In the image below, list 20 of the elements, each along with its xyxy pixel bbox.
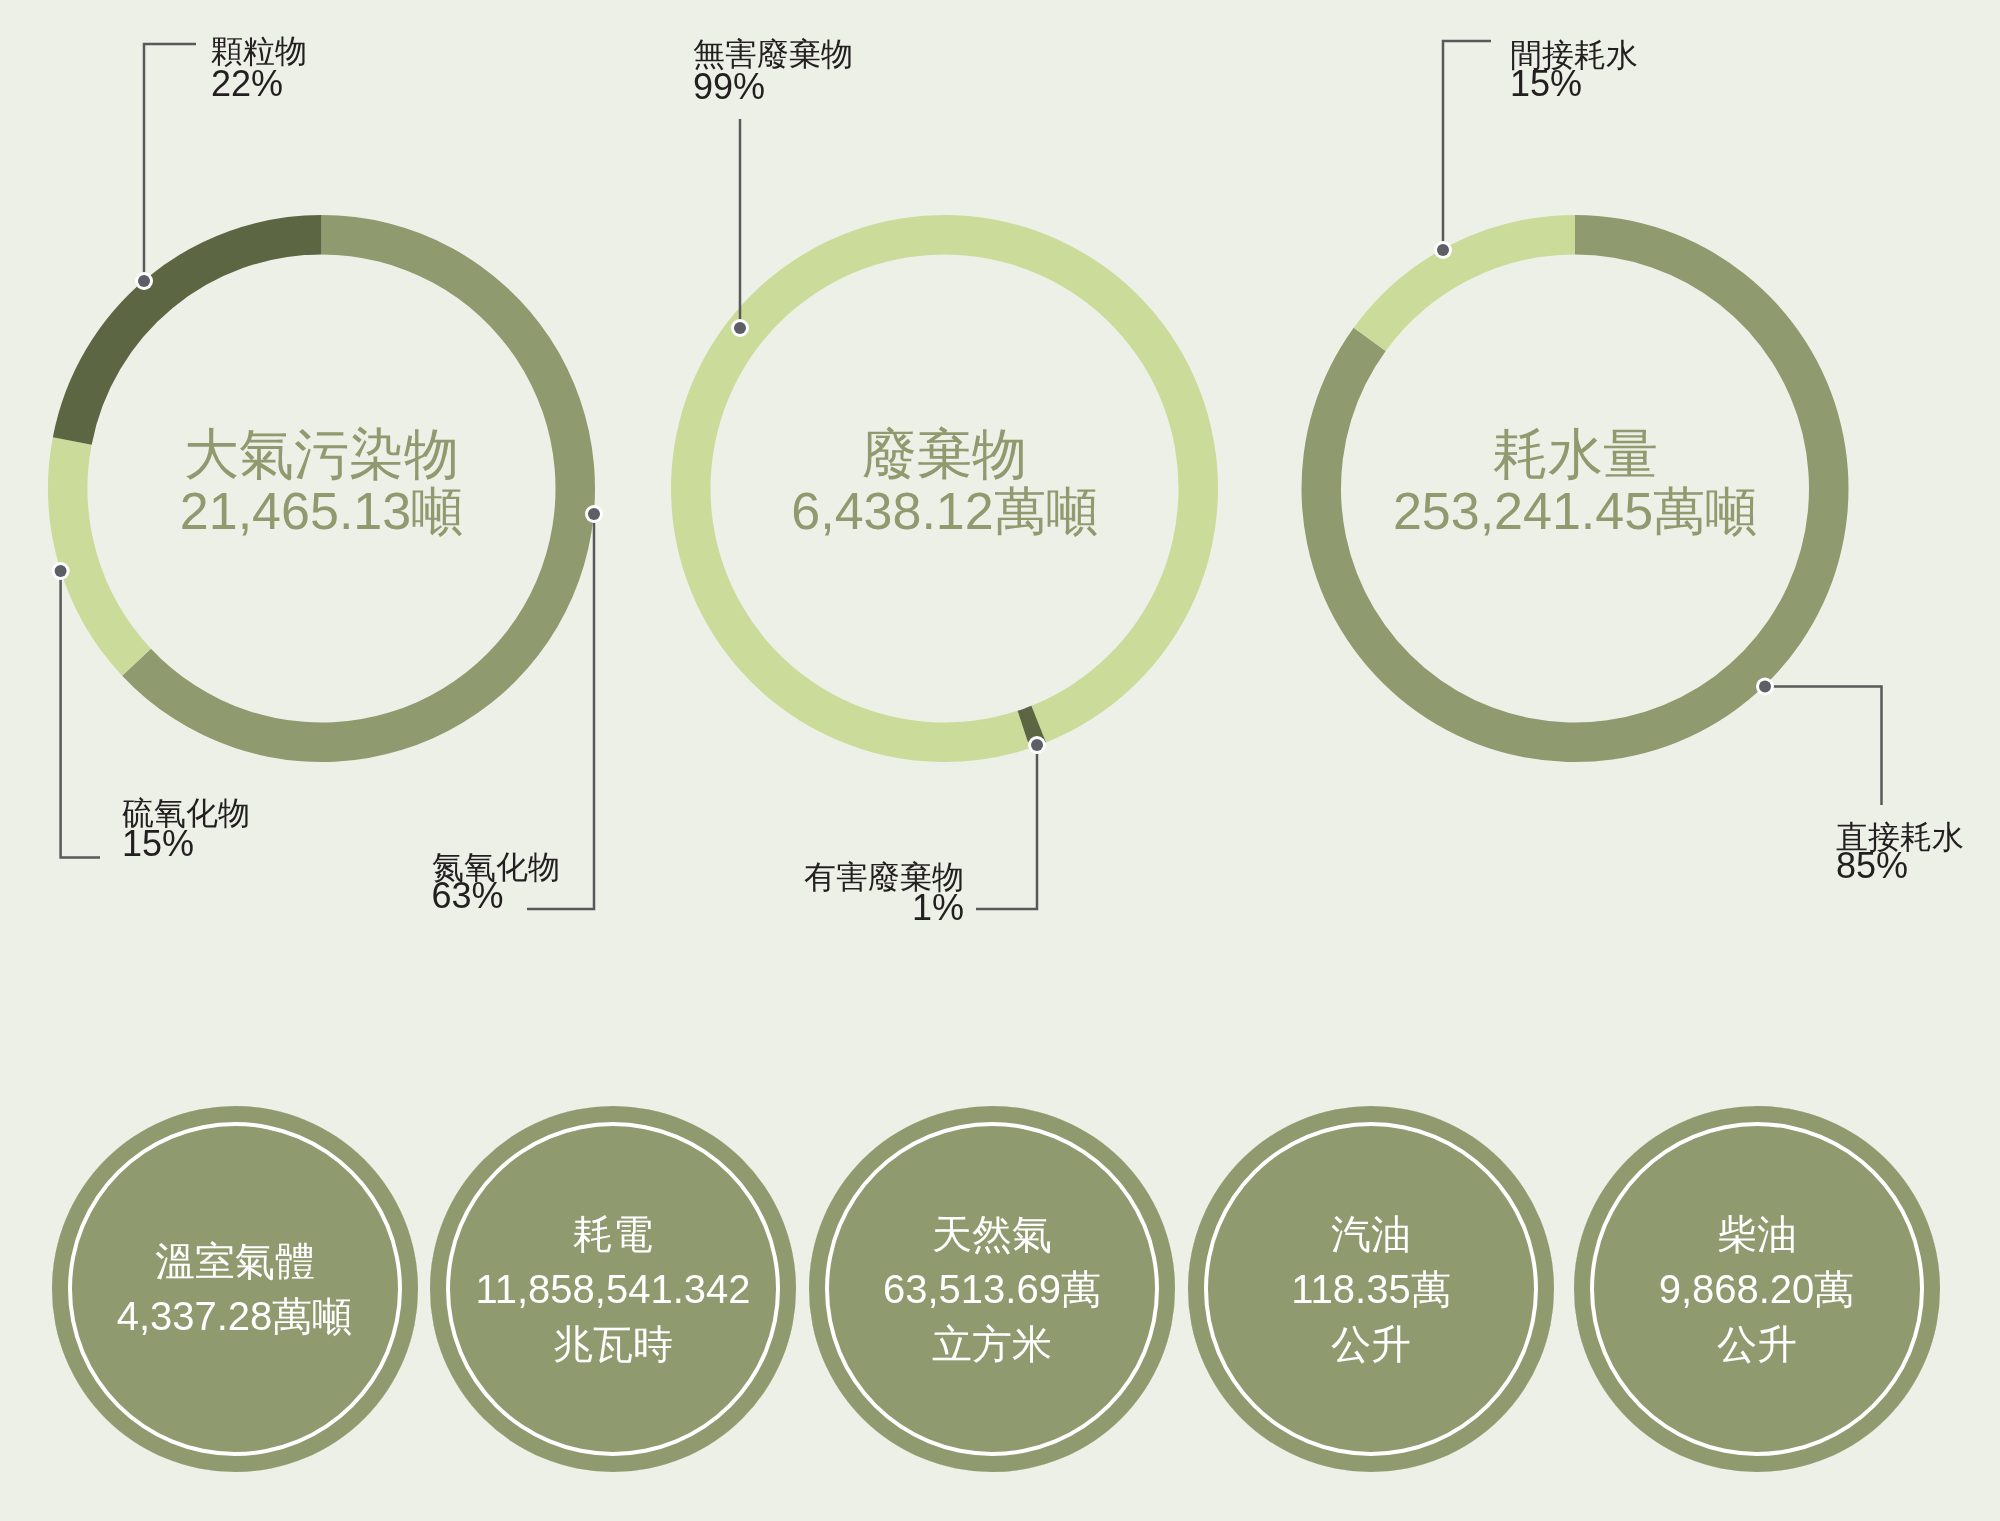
text: 6,438.12萬噸 <box>791 482 1098 541</box>
text: 兆瓦時 <box>553 1320 673 1368</box>
text: 9,868.20萬 <box>1658 1265 1855 1313</box>
text: 253,241.45萬噸 <box>1392 482 1758 541</box>
text: 公升 <box>1331 1320 1411 1368</box>
text: 柴油 <box>1716 1210 1797 1258</box>
text: 4,337.28萬噸 <box>116 1293 353 1340</box>
text: 耗電 <box>573 1210 653 1258</box>
text: 耗水量 <box>1492 422 1658 485</box>
text: 廢棄物 <box>862 422 1027 485</box>
text: 11,858,541.342 <box>475 1265 751 1313</box>
text: 大氣污染物 <box>184 422 459 485</box>
text: 63,513.69萬 <box>883 1265 1101 1313</box>
text: 公升 <box>1716 1320 1797 1368</box>
text: 天然氣 <box>932 1210 1052 1258</box>
text: 溫室氣體 <box>154 1238 315 1285</box>
text: 立方米 <box>932 1320 1052 1368</box>
text: 汽油 <box>1331 1210 1411 1258</box>
text: 118.35萬 <box>1291 1265 1451 1313</box>
text: 21,465.13噸 <box>179 482 464 541</box>
